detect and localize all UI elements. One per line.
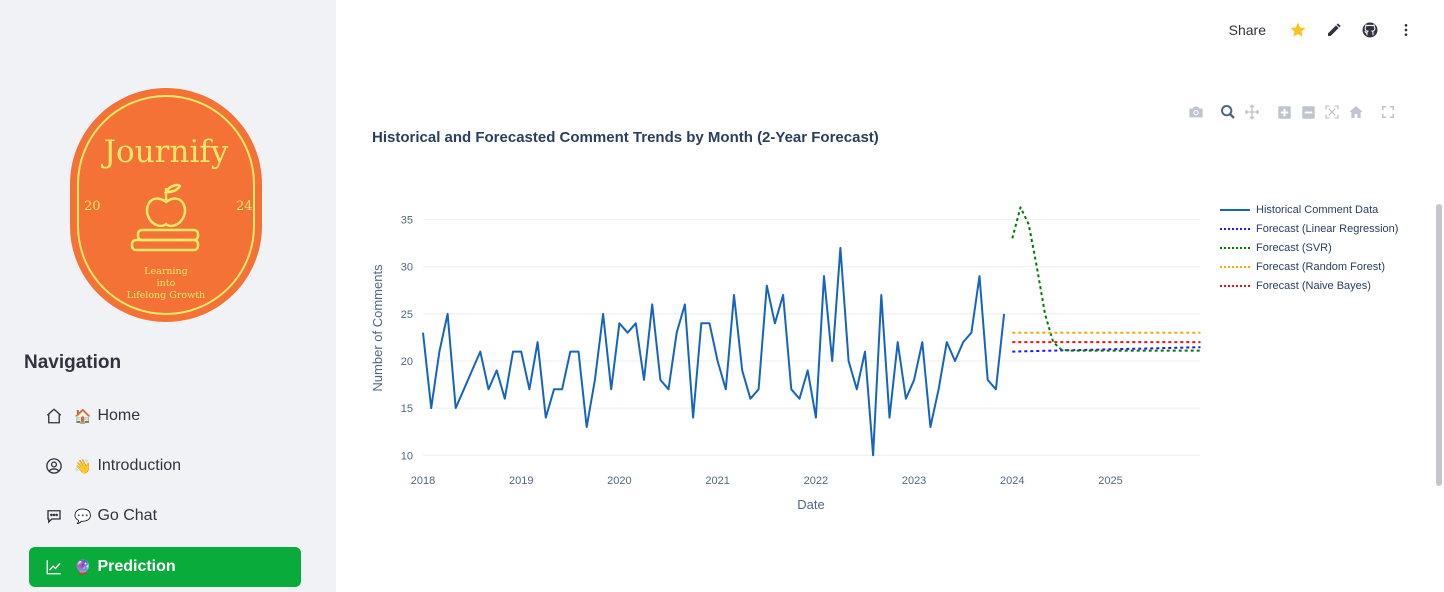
nav-emoji: 🔮 bbox=[74, 558, 92, 575]
y-tick-label: 25 bbox=[401, 309, 413, 321]
chart-legend: Historical Comment Data Forecast (Linear … bbox=[1220, 200, 1398, 295]
x-tick-label: 2023 bbox=[902, 475, 926, 487]
star-icon[interactable] bbox=[1280, 16, 1316, 44]
edit-pencil-icon[interactable] bbox=[1316, 16, 1352, 44]
y-tick-label: 15 bbox=[401, 403, 413, 415]
legend-swatch bbox=[1220, 265, 1250, 268]
y-axis-title: Number of Comments bbox=[370, 264, 385, 392]
legend-swatch bbox=[1220, 227, 1250, 230]
legend-label: Forecast (SVR) bbox=[1256, 241, 1332, 254]
sidebar-item-go-chat[interactable]: 💬 Go Chat bbox=[29, 496, 301, 536]
series-line-2 bbox=[1011, 206, 1201, 352]
legend-label: Historical Comment Data bbox=[1256, 203, 1379, 216]
sidebar-item-label: Prediction bbox=[97, 558, 176, 575]
legend-swatch bbox=[1220, 246, 1250, 249]
apple-books-icon bbox=[130, 183, 200, 252]
autoscale-icon[interactable] bbox=[1320, 102, 1344, 122]
zoom-in-icon[interactable] bbox=[1272, 102, 1296, 122]
chat-icon bbox=[44, 506, 64, 526]
nav-emoji: 👋 bbox=[74, 457, 92, 474]
x-tick-label: 2022 bbox=[804, 475, 828, 487]
zoom-out-icon[interactable] bbox=[1296, 102, 1320, 122]
y-tick-label: 20 bbox=[401, 356, 413, 368]
github-icon[interactable] bbox=[1352, 16, 1388, 44]
x-tick-label: 2021 bbox=[705, 475, 729, 487]
legend-item[interactable]: Forecast (SVR) bbox=[1220, 238, 1398, 257]
chart-modebar bbox=[1184, 102, 1400, 122]
series-line-0 bbox=[422, 246, 1006, 457]
journify-logo: Journify 20 24 Learning into Lifelong Gr… bbox=[70, 88, 262, 322]
legend-label: Forecast (Naive Bayes) bbox=[1256, 279, 1371, 292]
legend-swatch bbox=[1220, 284, 1250, 287]
y-tick-label: 35 bbox=[401, 215, 413, 227]
logo-tagline-2: into bbox=[157, 278, 176, 289]
legend-item[interactable]: Forecast (Naive Bayes) bbox=[1220, 276, 1398, 295]
logo-tagline-3: Lifelong Growth bbox=[127, 290, 205, 301]
legend-label: Forecast (Linear Regression) bbox=[1256, 222, 1399, 235]
user-circle-icon bbox=[44, 456, 64, 476]
logo-tagline-1: Learning bbox=[144, 266, 188, 277]
legend-item[interactable]: Forecast (Linear Regression) bbox=[1220, 219, 1398, 238]
sidebar-item-introduction[interactable]: 👋 Introduction bbox=[29, 446, 301, 486]
legend-swatch bbox=[1220, 208, 1250, 211]
fullscreen-icon[interactable] bbox=[1376, 102, 1400, 122]
camera-icon[interactable] bbox=[1184, 102, 1208, 122]
logo-name: Journify bbox=[101, 134, 229, 170]
logo-year-left: 20 bbox=[84, 199, 101, 214]
sidebar: Journify 20 24 Learning into Lifelong Gr… bbox=[0, 0, 336, 592]
nav-emoji: 🏠 bbox=[74, 407, 92, 424]
reset-home-icon[interactable] bbox=[1344, 102, 1368, 122]
more-menu-icon[interactable] bbox=[1388, 16, 1424, 44]
nav-title: Navigation bbox=[24, 352, 122, 373]
x-tick-label: 2025 bbox=[1098, 475, 1122, 487]
sidebar-item-prediction[interactable]: 🔮 Prediction bbox=[29, 547, 301, 587]
x-tick-label: 2020 bbox=[607, 475, 631, 487]
nav-emoji: 💬 bbox=[74, 507, 92, 524]
x-tick-label: 2018 bbox=[411, 475, 435, 487]
y-tick-label: 30 bbox=[401, 262, 413, 274]
x-tick-label: 2024 bbox=[1000, 475, 1024, 487]
sidebar-item-label: Home bbox=[97, 407, 141, 424]
sidebar-item-label: Go Chat bbox=[97, 507, 158, 524]
share-button[interactable]: Share bbox=[1228, 22, 1266, 38]
series-line-1 bbox=[1012, 346, 1201, 353]
house-icon bbox=[44, 406, 64, 426]
logo-year-right: 24 bbox=[236, 199, 253, 214]
x-axis-title: Date bbox=[797, 497, 824, 512]
y-tick-label: 10 bbox=[401, 450, 413, 462]
chart-title: Historical and Forecasted Comment Trends… bbox=[372, 129, 879, 146]
pan-icon[interactable] bbox=[1240, 102, 1264, 122]
scrollbar-thumb[interactable] bbox=[1436, 204, 1442, 486]
legend-item[interactable]: Forecast (Random Forest) bbox=[1220, 257, 1398, 276]
sidebar-item-label: Introduction bbox=[97, 457, 182, 474]
x-tick-label: 2019 bbox=[509, 475, 533, 487]
zoom-icon[interactable] bbox=[1216, 102, 1240, 122]
sidebar-item-home[interactable]: 🏠 Home bbox=[29, 396, 301, 436]
trend-chart-icon bbox=[44, 557, 64, 577]
legend-label: Forecast (Random Forest) bbox=[1256, 260, 1385, 273]
top-header: Share bbox=[1229, 16, 1424, 44]
legend-item[interactable]: Historical Comment Data bbox=[1220, 200, 1398, 219]
